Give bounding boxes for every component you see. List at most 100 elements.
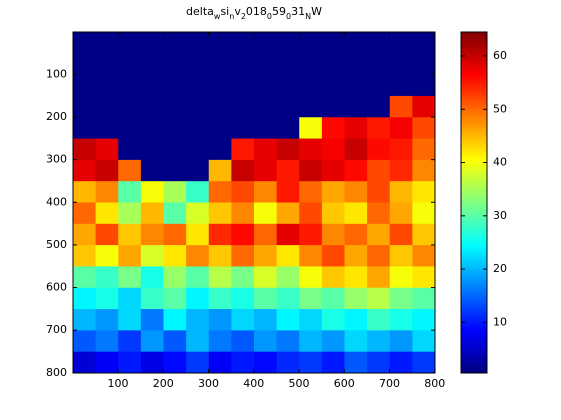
heat-cell xyxy=(389,95,413,118)
heat-cell xyxy=(118,53,142,76)
heat-cell xyxy=(321,53,345,76)
heat-cell xyxy=(186,74,210,97)
heat-cell xyxy=(118,95,142,118)
heat-cell xyxy=(163,95,187,118)
heat-cell xyxy=(140,181,164,203)
heat-cell xyxy=(412,202,436,225)
heat-cell xyxy=(389,181,413,203)
heat-cell xyxy=(412,266,436,289)
heat-cell xyxy=(389,266,413,289)
heat-cell xyxy=(140,287,164,310)
heat-cell xyxy=(140,117,164,140)
heat-cell xyxy=(231,95,255,118)
heat-cell xyxy=(231,32,255,54)
y-tick-label: 500 xyxy=(46,238,67,251)
x-tick-label: 500 xyxy=(289,377,310,390)
heat-cell xyxy=(95,223,119,246)
heat-cell xyxy=(118,138,142,161)
heat-cell xyxy=(73,159,97,182)
heat-cell xyxy=(208,53,232,76)
heat-cell xyxy=(254,95,278,118)
heat-cell xyxy=(73,181,97,203)
heat-cell xyxy=(321,266,345,289)
title-part: W xyxy=(311,5,322,18)
heat-cell xyxy=(299,287,323,310)
heat-cell xyxy=(412,223,436,246)
heat-cell xyxy=(186,159,210,182)
heat-cell xyxy=(254,74,278,97)
heat-cell xyxy=(276,159,300,182)
heat-cell xyxy=(118,287,142,310)
heat-cell xyxy=(140,245,164,267)
heat-cell xyxy=(231,159,255,182)
heat-cell xyxy=(95,245,119,267)
x-tick-label: 100 xyxy=(108,377,129,390)
heat-cell xyxy=(344,117,368,140)
heat-cell xyxy=(367,53,391,76)
heat-cell xyxy=(299,309,323,331)
heat-cell xyxy=(299,95,323,118)
title-part: 0 xyxy=(267,12,272,21)
heat-cell xyxy=(412,138,436,161)
heat-cell xyxy=(163,138,187,161)
y-tick-label: 200 xyxy=(46,110,67,123)
heat-cell xyxy=(95,181,119,203)
heat-cell xyxy=(276,95,300,118)
title-part: 0 xyxy=(286,12,291,21)
heat-cell xyxy=(344,95,368,118)
heat-cell xyxy=(276,32,300,54)
title-part: N xyxy=(305,12,311,21)
colorbar-tick-label: 40 xyxy=(493,156,507,169)
heat-cell xyxy=(276,202,300,225)
heat-cell xyxy=(95,117,119,140)
heat-cell xyxy=(254,330,278,353)
heat-cell xyxy=(186,351,210,374)
heat-cell xyxy=(208,32,232,54)
colorbar-tick-label: 10 xyxy=(493,315,507,328)
colorbar-tick-label: 20 xyxy=(493,262,507,275)
title-part: si xyxy=(220,5,229,18)
heat-cell xyxy=(231,266,255,289)
heat-cell xyxy=(389,138,413,161)
heat-cell xyxy=(140,53,164,76)
y-tick-label: 600 xyxy=(46,281,67,294)
heat-cell xyxy=(299,32,323,54)
heat-cell xyxy=(344,330,368,353)
heat-cell xyxy=(140,202,164,225)
heat-cell xyxy=(254,245,278,267)
heat-cell xyxy=(95,159,119,182)
heat-cell xyxy=(95,202,119,225)
heat-cell xyxy=(412,74,436,97)
heat-cell xyxy=(118,202,142,225)
heat-cell xyxy=(254,138,278,161)
heat-cell xyxy=(186,53,210,76)
heat-cell xyxy=(208,330,232,353)
heat-cell xyxy=(186,181,210,203)
heat-cell xyxy=(254,117,278,140)
heat-cell xyxy=(140,32,164,54)
heat-cell xyxy=(389,202,413,225)
heat-cell xyxy=(254,181,278,203)
heat-cell xyxy=(163,202,187,225)
y-tick-label: 800 xyxy=(46,366,67,379)
title-part: n xyxy=(229,12,234,21)
heat-cell xyxy=(367,95,391,118)
heat-cell xyxy=(276,117,300,140)
heat-cell xyxy=(208,202,232,225)
heat-cell xyxy=(186,223,210,246)
heat-cell xyxy=(367,117,391,140)
heat-cell xyxy=(140,223,164,246)
heat-cell xyxy=(276,53,300,76)
heat-cell xyxy=(254,351,278,374)
heat-cell xyxy=(163,330,187,353)
heat-cell xyxy=(299,53,323,76)
heat-cell xyxy=(276,330,300,353)
heat-cell xyxy=(163,181,187,203)
heat-cell xyxy=(208,223,232,246)
heat-cell xyxy=(231,74,255,97)
heat-cell xyxy=(73,32,97,54)
heat-cell xyxy=(299,351,323,374)
heat-cell xyxy=(95,287,119,310)
heat-cell xyxy=(231,223,255,246)
